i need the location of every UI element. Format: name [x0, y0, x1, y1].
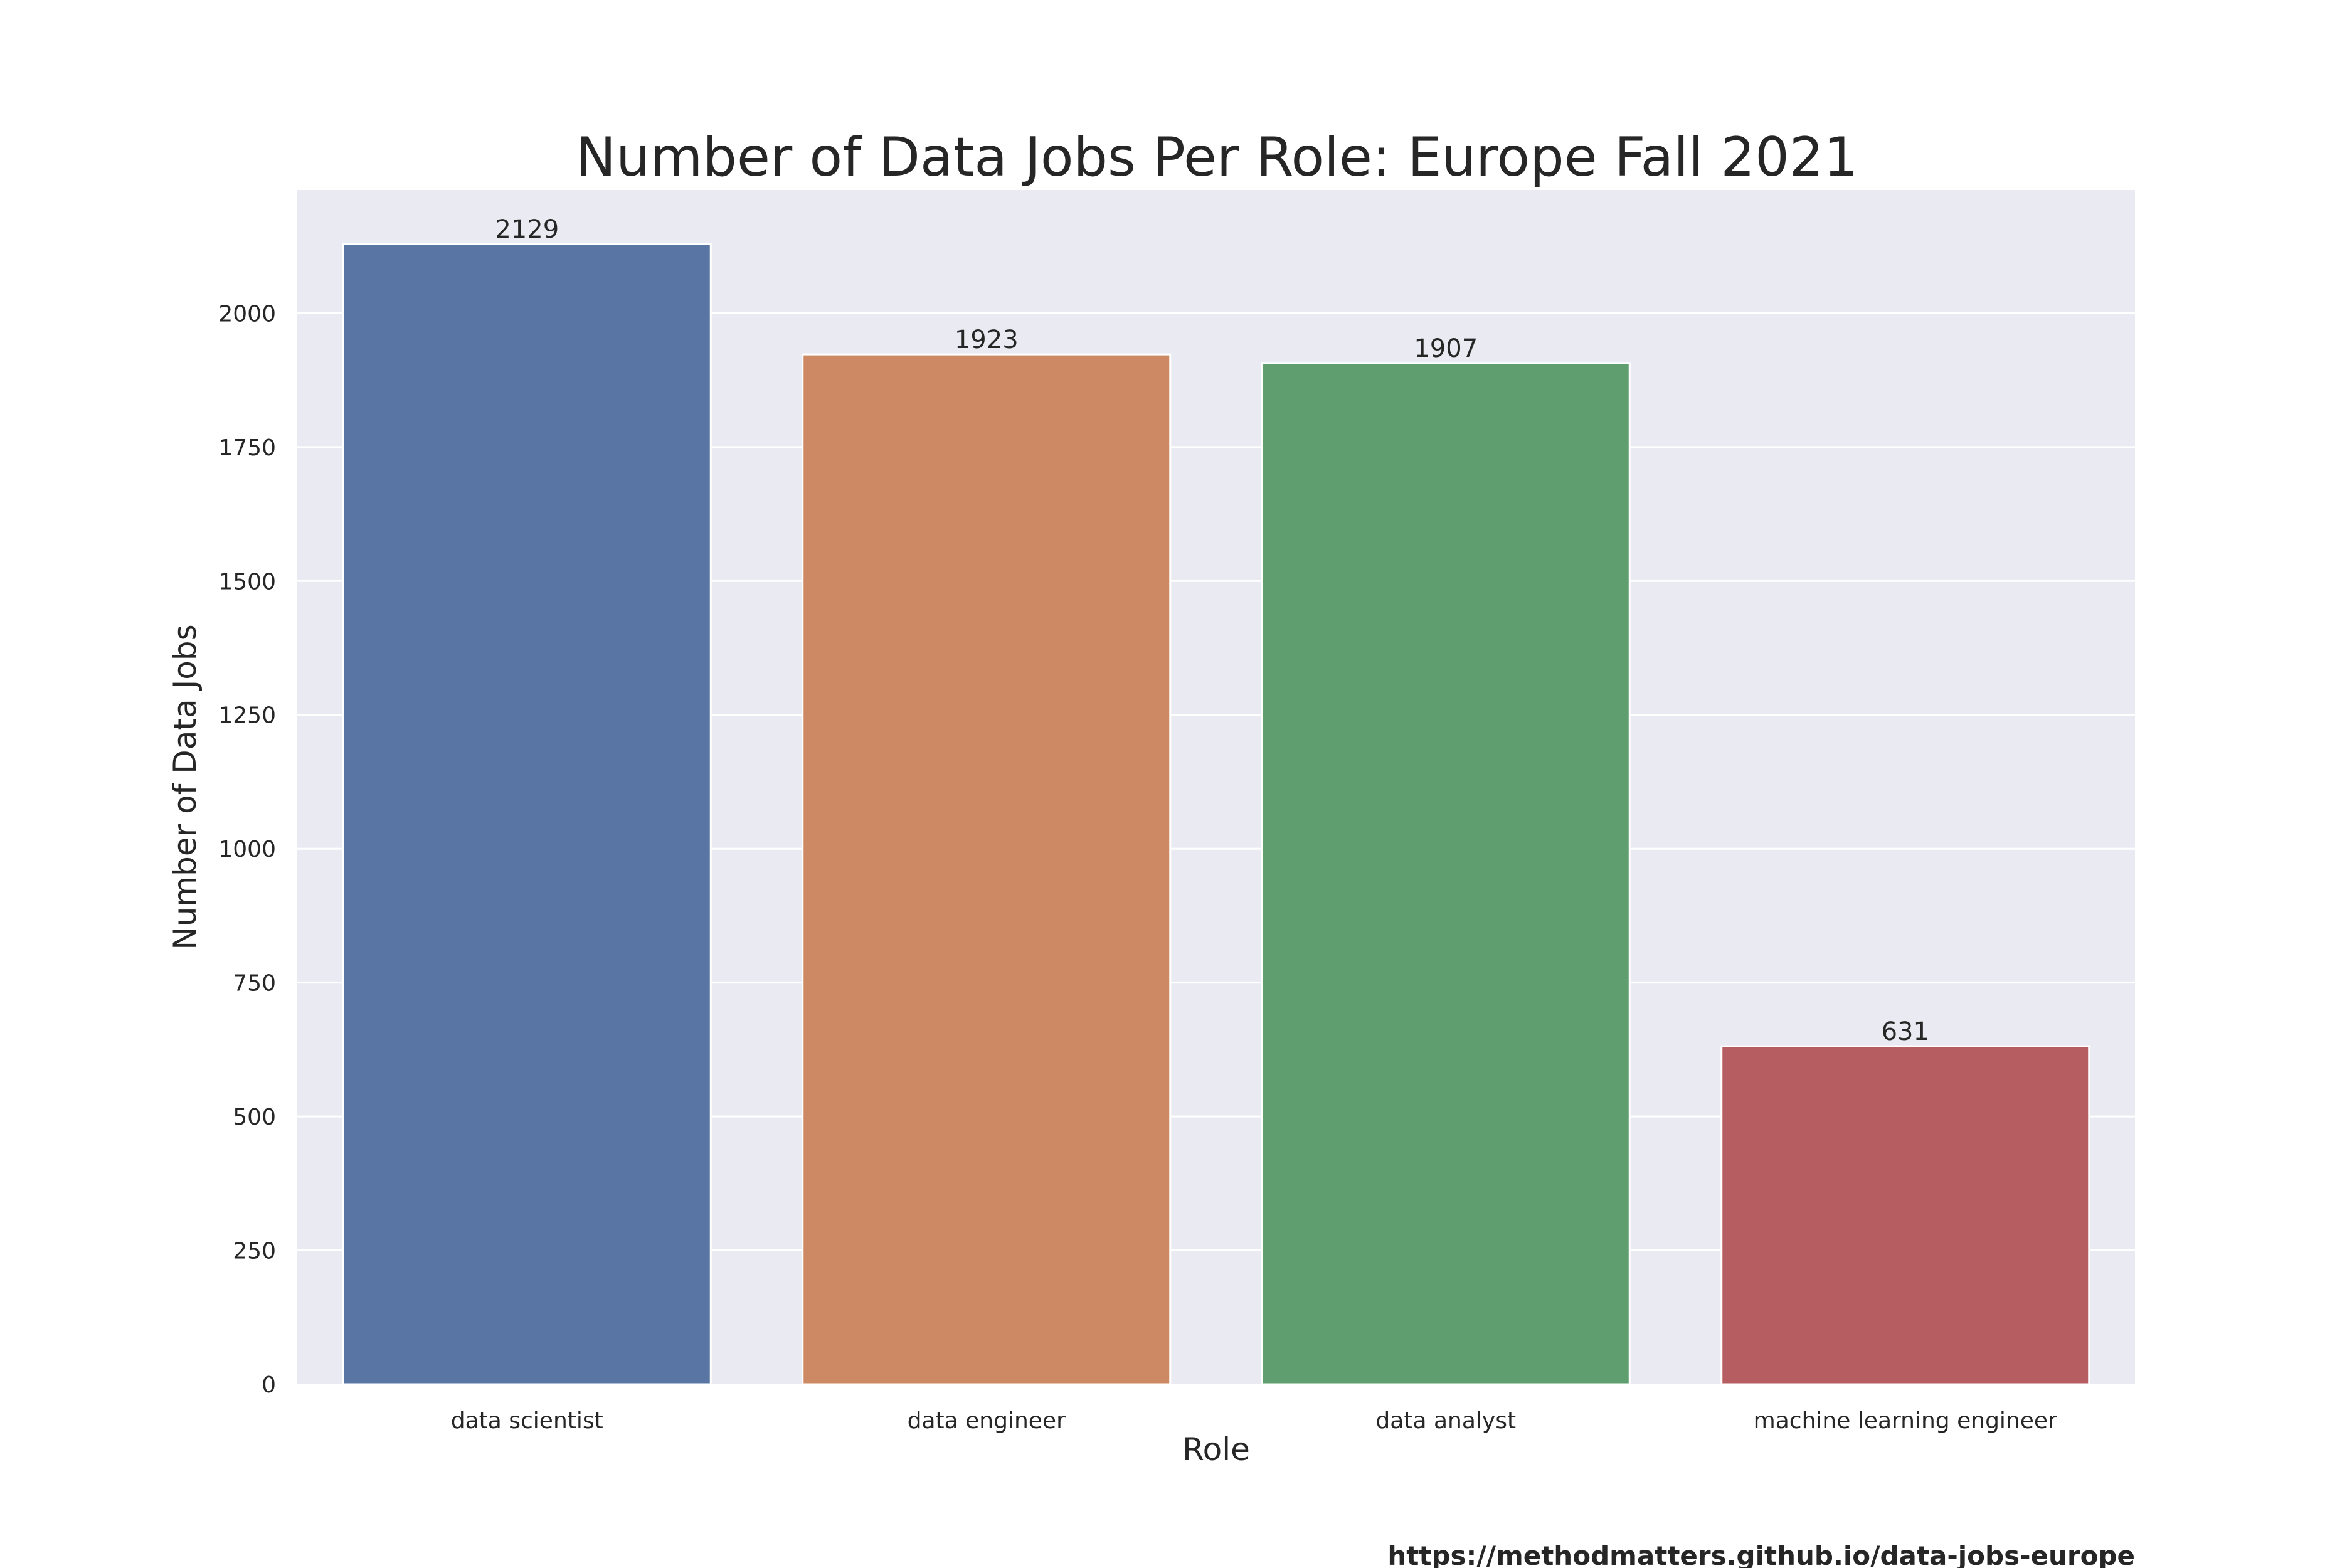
bar-data-scientist	[342, 243, 712, 1385]
y-tick-label: 1750	[218, 435, 276, 461]
bar-value-label: 1923	[955, 326, 1019, 354]
chart-title: Number of Data Jobs Per Role: Europe Fal…	[576, 126, 1858, 189]
y-tick-label: 750	[233, 971, 276, 997]
y-axis-title: Number of Data Jobs	[167, 624, 203, 950]
y-tick-label: 1000	[218, 837, 276, 862]
y-tick-label: 0	[262, 1372, 276, 1398]
bar-value-label: 631	[1882, 1017, 1929, 1046]
x-tick-labels: data scientist data engineer data analyst m…	[451, 1408, 2057, 1434]
bar-value-label: 2129	[495, 215, 559, 244]
y-tick-label: 500	[233, 1104, 276, 1130]
x-tick-label: data scientist	[451, 1408, 603, 1434]
x-axis-title: Role	[1182, 1431, 1250, 1468]
y-tick-label: 2000	[218, 301, 276, 327]
x-tick-label: machine learning engineer	[1754, 1408, 2057, 1434]
bar-machine-learning-engineer	[1720, 1045, 2090, 1385]
y-tick-labels: 0 250 500 750 1000 1250 1500 1750 2000	[218, 301, 276, 1398]
bar-value-labels: 2129 1923 1907 631	[495, 215, 1929, 1046]
y-tick-label: 250	[233, 1239, 276, 1264]
x-tick-label: data analyst	[1375, 1408, 1516, 1434]
bar-data-engineer	[802, 353, 1172, 1385]
bars	[342, 243, 2090, 1385]
y-tick-label: 1250	[218, 703, 276, 729]
bar-data-analyst	[1261, 362, 1631, 1385]
y-tick-label: 1500	[218, 569, 276, 595]
source-url-link[interactable]: https://methodmatters.github.io/data-job…	[1387, 1540, 2135, 1568]
x-tick-label: data engineer	[908, 1408, 1066, 1434]
bar-value-label: 1907	[1414, 334, 1478, 363]
